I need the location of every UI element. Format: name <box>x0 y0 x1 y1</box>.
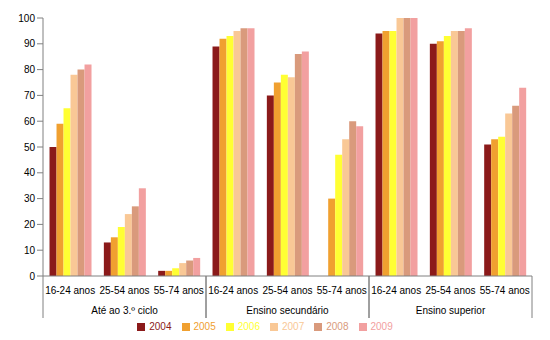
svg-text:70: 70 <box>24 90 36 101</box>
svg-text:16-24 anos: 16-24 anos <box>371 285 421 296</box>
svg-text:25-54 anos: 25-54 anos <box>99 285 149 296</box>
svg-text:55-74 anos: 55-74 anos <box>317 285 367 296</box>
svg-text:80: 80 <box>24 64 36 75</box>
svg-text:16-24 anos: 16-24 anos <box>208 285 258 296</box>
html-text:2006: 2006 <box>237 321 260 332</box>
html-text:2004: 2004 <box>149 321 172 332</box>
svg-text:Ensino superior: Ensino superior <box>416 305 486 316</box>
svg-text:25-54 anos: 25-54 anos <box>425 285 475 296</box>
html-text:2005: 2005 <box>193 321 216 332</box>
svg-text:60: 60 <box>24 116 36 127</box>
svg-text:90: 90 <box>24 38 36 49</box>
svg-text:50: 50 <box>24 142 36 153</box>
svg-text:20: 20 <box>24 219 36 230</box>
svg-text:Ensino secundário: Ensino secundário <box>246 305 329 316</box>
html-text:2009: 2009 <box>370 321 393 332</box>
html-text:2008: 2008 <box>326 321 349 332</box>
svg-text:25-54 anos: 25-54 anos <box>262 285 312 296</box>
svg-text:55-74 anos: 55-74 anos <box>480 285 530 296</box>
svg-text:40: 40 <box>24 167 36 178</box>
svg-text:55-74 anos: 55-74 anos <box>154 285 204 296</box>
svg-text:100: 100 <box>18 13 35 24</box>
svg-text:0: 0 <box>29 271 35 282</box>
html-text:2007: 2007 <box>282 321 305 332</box>
svg-text:Até ao 3.º ciclo: Até ao 3.º ciclo <box>91 305 158 316</box>
svg-text:10: 10 <box>24 245 36 256</box>
svg-text:16-24 anos: 16-24 anos <box>45 285 95 296</box>
svg-text:30: 30 <box>24 193 36 204</box>
